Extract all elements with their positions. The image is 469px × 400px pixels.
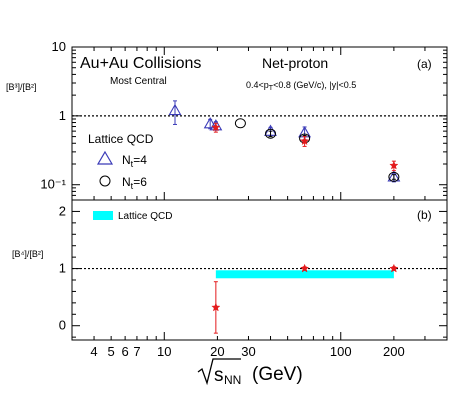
legend-title: Lattice QCD bbox=[88, 132, 154, 146]
reference-lines bbox=[72, 115, 447, 270]
data-star-b bbox=[389, 263, 399, 273]
data-star-b bbox=[211, 302, 221, 312]
sqrt-symbol bbox=[197, 358, 241, 386]
legend-nt6-sub: t bbox=[131, 181, 134, 191]
x-tick-label: 7 bbox=[133, 344, 140, 359]
y-tick-label-b: 1 bbox=[59, 261, 66, 276]
legend-nt4-n: N bbox=[122, 153, 131, 167]
sqrt-s: s bbox=[214, 365, 224, 386]
x-tick-label: 200 bbox=[383, 344, 405, 359]
kinematics-label: 0.4<pT<0.8 (GeV/c), |y|<0.5 bbox=[246, 80, 356, 92]
data-star-b bbox=[299, 263, 310, 273]
lattice-nt4-triangle bbox=[203, 117, 217, 129]
lattice-nt4-triangle bbox=[168, 103, 182, 116]
x-unit: (GeV) bbox=[252, 364, 303, 385]
x-tick-label: 5 bbox=[108, 344, 115, 359]
legend-band-swatch bbox=[93, 211, 113, 220]
x-tick-label: 100 bbox=[330, 344, 352, 359]
lattice-nt6-circle bbox=[265, 128, 277, 139]
kin-sub: T bbox=[269, 85, 274, 92]
x-tick-label: 4 bbox=[90, 344, 97, 359]
panel-b-frame bbox=[71, 199, 448, 341]
lattice-nt6-circle bbox=[388, 171, 400, 182]
y-tick-label-a: 1 bbox=[59, 108, 66, 123]
y-tick-label-b: 2 bbox=[59, 203, 66, 218]
legend-nt4-val: =4 bbox=[133, 153, 147, 167]
experiment-label: Au+Au Collisions bbox=[80, 55, 201, 72]
kin-prefix: 0.4<p bbox=[246, 80, 269, 90]
data-star-a bbox=[299, 136, 310, 146]
legend-nt6-val: =6 bbox=[133, 175, 147, 189]
legend-triangle-icon bbox=[96, 150, 114, 165]
legend-nt6-label: Nt=6 bbox=[122, 175, 147, 191]
panel-a-tag: (a) bbox=[417, 57, 432, 71]
y-tick-label-b: 0 bbox=[59, 318, 66, 333]
y-tick-label-a: 10⁻¹ bbox=[40, 177, 66, 192]
x-axis-label: s NN (GeV) bbox=[197, 358, 303, 387]
data-points bbox=[168, 100, 401, 334]
x-tick-label: 10 bbox=[157, 344, 171, 359]
data-star-a bbox=[211, 122, 221, 132]
x-tick-label: 6 bbox=[122, 344, 129, 359]
legend-nt4-label: Nt=4 bbox=[122, 153, 147, 169]
legend-nt4-sub: t bbox=[131, 159, 134, 169]
data-star-a bbox=[389, 160, 399, 170]
y-label-a: [B³]/[B²] bbox=[6, 82, 37, 92]
lattice-band-rect bbox=[215, 270, 394, 279]
kin-suffix: <0.8 (GeV/c), |y|<0.5 bbox=[273, 80, 356, 90]
centrality-label: Most Central bbox=[110, 76, 167, 87]
y-label-b: [B⁴]/[B²] bbox=[12, 249, 43, 259]
x-tick-label: 20 bbox=[210, 344, 224, 359]
x-tick-label: 30 bbox=[241, 344, 255, 359]
lattice-band bbox=[215, 270, 394, 279]
legend-nt6-n: N bbox=[122, 175, 131, 189]
sqrt-nn: NN bbox=[224, 373, 241, 387]
observable-label: Net-proton bbox=[262, 55, 328, 71]
legend-band-label: Lattice QCD bbox=[118, 211, 172, 222]
y-tick-label-a: 10 bbox=[52, 39, 66, 54]
legend-circle-icon bbox=[99, 175, 111, 187]
lattice-nt6-circle bbox=[234, 118, 246, 129]
panel-b-tag: (b) bbox=[417, 208, 432, 222]
